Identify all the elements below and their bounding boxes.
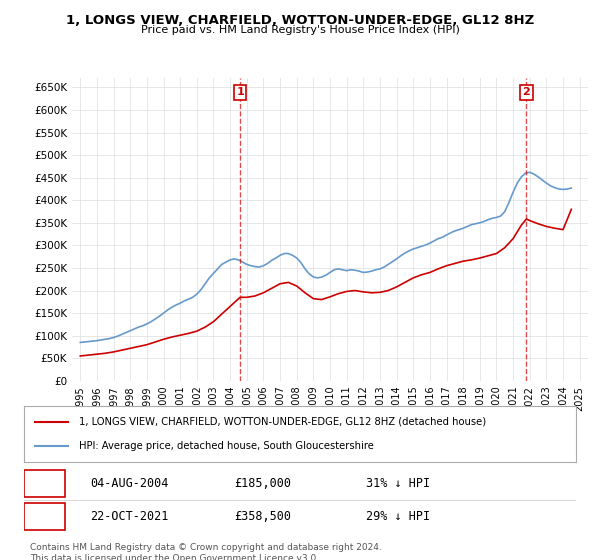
- Text: 22-OCT-2021: 22-OCT-2021: [90, 510, 169, 523]
- Text: HPI: Average price, detached house, South Gloucestershire: HPI: Average price, detached house, Sout…: [79, 441, 374, 451]
- Text: 1, LONGS VIEW, CHARFIELD, WOTTON-UNDER-EDGE, GL12 8HZ: 1, LONGS VIEW, CHARFIELD, WOTTON-UNDER-E…: [66, 14, 534, 27]
- FancyBboxPatch shape: [24, 470, 65, 497]
- Text: 1, LONGS VIEW, CHARFIELD, WOTTON-UNDER-EDGE, GL12 8HZ (detached house): 1, LONGS VIEW, CHARFIELD, WOTTON-UNDER-E…: [79, 417, 487, 427]
- Text: 31% ↓ HPI: 31% ↓ HPI: [366, 477, 430, 490]
- FancyBboxPatch shape: [24, 503, 65, 530]
- Text: Price paid vs. HM Land Registry's House Price Index (HPI): Price paid vs. HM Land Registry's House …: [140, 25, 460, 35]
- Text: 1: 1: [40, 477, 49, 490]
- Text: Contains HM Land Registry data © Crown copyright and database right 2024.
This d: Contains HM Land Registry data © Crown c…: [30, 543, 382, 560]
- Text: 1: 1: [236, 87, 244, 97]
- Text: 2: 2: [40, 510, 49, 523]
- Text: 29% ↓ HPI: 29% ↓ HPI: [366, 510, 430, 523]
- Text: 2: 2: [523, 87, 530, 97]
- Text: 04-AUG-2004: 04-AUG-2004: [90, 477, 169, 490]
- Text: £358,500: £358,500: [234, 510, 291, 523]
- Text: £185,000: £185,000: [234, 477, 291, 490]
